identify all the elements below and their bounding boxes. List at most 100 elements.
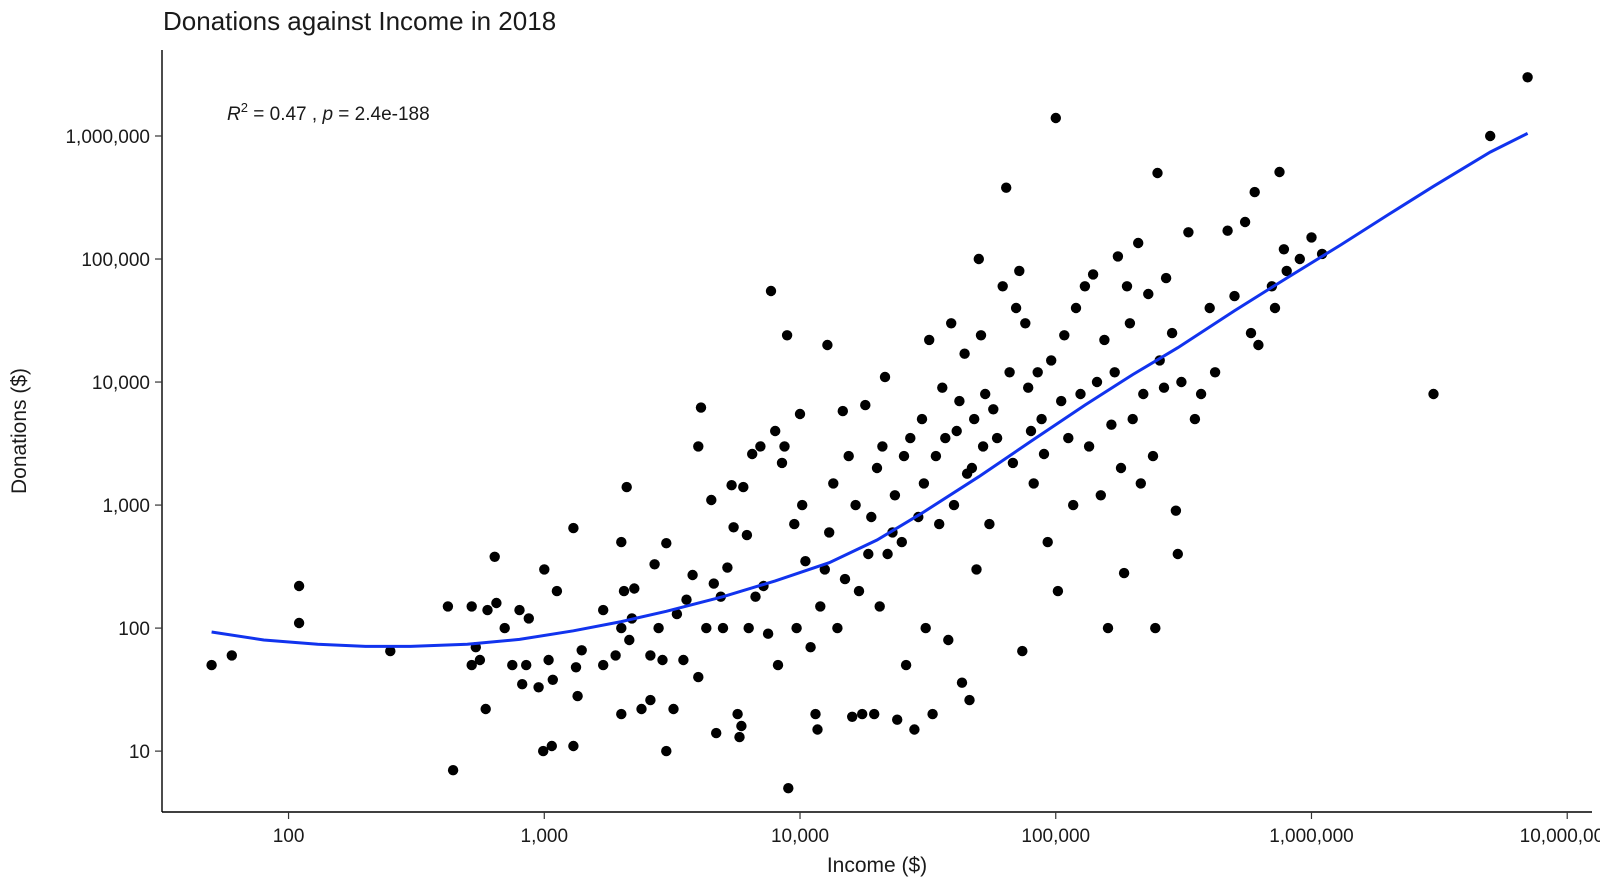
data-point <box>789 518 800 530</box>
data-point <box>943 634 954 646</box>
data-point <box>1087 269 1099 280</box>
data-point <box>959 348 970 359</box>
x-tick-label: 1,000,000 <box>1269 826 1354 847</box>
data-point <box>805 642 816 653</box>
data-point <box>693 441 704 452</box>
data-point <box>882 548 893 560</box>
data-point <box>661 538 672 549</box>
data-point <box>889 490 901 501</box>
data-point <box>940 432 951 444</box>
data-point <box>717 622 729 634</box>
data-point <box>1428 388 1439 400</box>
data-point <box>736 720 747 732</box>
data-point <box>984 518 995 530</box>
data-point <box>741 529 753 541</box>
data-point <box>980 388 991 400</box>
data-point <box>657 654 668 666</box>
data-point <box>1281 265 1292 277</box>
data-point <box>671 608 683 620</box>
data-point <box>678 654 689 666</box>
data-point <box>747 448 758 460</box>
data-point <box>1124 318 1136 329</box>
data-point <box>810 708 821 720</box>
data-point <box>898 450 910 462</box>
data-point <box>474 654 486 666</box>
y-tick-label: 10,000 <box>92 373 150 394</box>
data-point <box>815 601 826 612</box>
data-point <box>624 634 635 646</box>
data-point <box>850 499 861 511</box>
data-point <box>1269 302 1281 314</box>
data-point <box>681 594 692 605</box>
data-point <box>1001 182 1012 193</box>
data-point <box>616 708 627 720</box>
data-point <box>1079 281 1091 292</box>
data-point <box>1022 382 1034 393</box>
data-point <box>1204 302 1215 314</box>
data-point <box>1278 244 1290 255</box>
data-point <box>966 462 978 474</box>
data-point <box>860 399 871 411</box>
data-point <box>482 604 493 616</box>
r2-symbol: R <box>227 104 241 125</box>
data-point <box>649 559 660 570</box>
data-point <box>517 679 528 690</box>
data-point <box>951 425 962 437</box>
data-point <box>920 622 931 634</box>
data-point <box>1046 355 1057 366</box>
data-point <box>1152 167 1163 179</box>
data-point <box>1115 462 1127 474</box>
data-point <box>293 580 305 592</box>
data-point <box>934 518 945 530</box>
data-point <box>837 405 848 417</box>
data-point <box>572 690 583 702</box>
data-point <box>1109 367 1120 378</box>
data-point <box>916 413 928 425</box>
data-point <box>618 585 630 597</box>
data-point <box>781 330 793 341</box>
data-point <box>629 583 640 594</box>
data-point <box>1106 419 1117 430</box>
data-point <box>1138 388 1149 400</box>
data-point <box>975 330 987 341</box>
points-layer <box>206 72 1533 794</box>
data-point <box>973 253 984 265</box>
data-point <box>853 585 865 597</box>
data-point <box>661 745 672 757</box>
data-point <box>1025 425 1037 437</box>
data-point <box>708 578 719 589</box>
data-point <box>1095 490 1107 501</box>
data-point <box>839 573 851 585</box>
data-point <box>738 481 749 493</box>
data-point <box>442 601 454 612</box>
data-point <box>755 441 766 452</box>
data-point <box>523 613 534 624</box>
y-axis-ticks: 10 100 1,000 10,000 100,000 1,000,000 <box>65 127 162 763</box>
regression-annotation: R2 = 0.47 , p = 2.4e-188 <box>227 100 430 125</box>
data-point <box>1112 251 1124 262</box>
data-point <box>466 601 477 612</box>
data-point <box>695 402 707 413</box>
data-point <box>797 499 808 511</box>
data-point <box>547 674 558 685</box>
data-point <box>900 659 912 671</box>
p-value: = 2.4e-188 <box>333 104 430 125</box>
data-point <box>779 441 790 452</box>
data-point <box>954 395 965 407</box>
data-point <box>1150 622 1161 634</box>
data-point <box>1133 237 1144 249</box>
data-point <box>1010 302 1022 314</box>
data-point <box>514 604 525 616</box>
data-point <box>598 604 609 616</box>
data-point <box>1222 225 1233 236</box>
data-point <box>621 481 632 493</box>
data-point <box>1135 478 1147 489</box>
data-point <box>645 650 656 661</box>
y-tick-label: 1,000,000 <box>65 127 150 148</box>
data-point <box>1245 327 1257 339</box>
data-point <box>1239 216 1251 228</box>
data-point <box>1056 395 1067 407</box>
data-point <box>1143 288 1154 300</box>
data-point <box>988 404 999 415</box>
data-point <box>1063 432 1074 444</box>
